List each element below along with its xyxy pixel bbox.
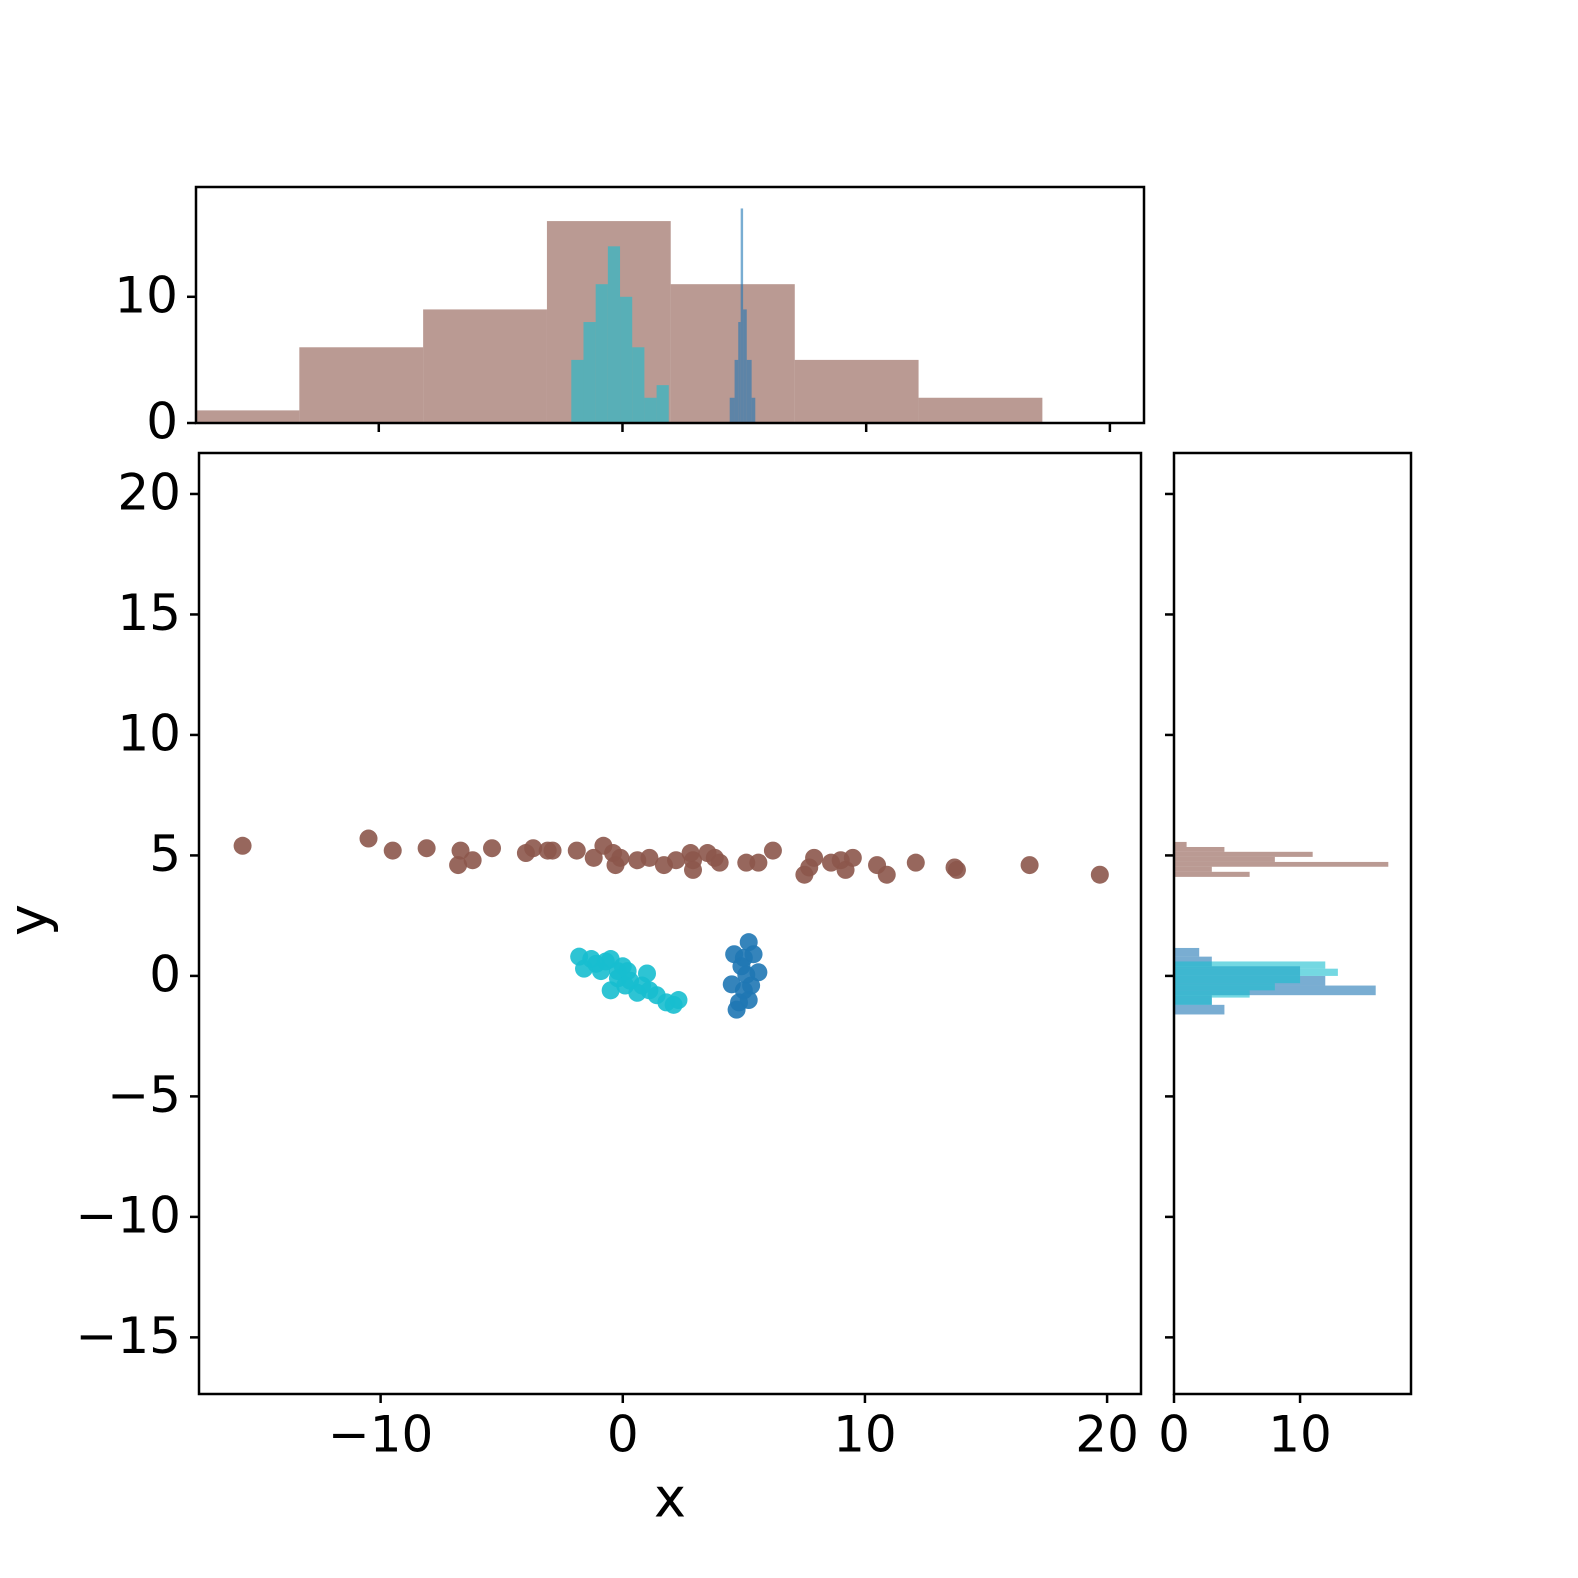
histogram-bar — [607, 246, 621, 423]
histogram-bar — [794, 359, 919, 423]
x-tick-label: −10 — [328, 1406, 434, 1464]
y-tick-label: 15 — [117, 584, 181, 642]
scatter-point — [669, 991, 688, 1010]
y-tick-label: 0 — [146, 393, 178, 451]
histogram-bar — [632, 347, 645, 423]
scatter-point — [763, 841, 782, 860]
scatter-point — [233, 836, 252, 855]
y-tick-label: −15 — [75, 1307, 181, 1365]
scatter-point — [744, 945, 763, 964]
histogram-bar — [656, 385, 669, 423]
histogram-bar — [1174, 851, 1313, 857]
scatter-point — [742, 976, 761, 995]
histogram-bar — [1174, 861, 1389, 867]
x-tick-label: 0 — [607, 1406, 639, 1464]
histogram-bar — [746, 359, 752, 423]
histogram-bar — [644, 397, 657, 423]
histogram-bar — [1174, 968, 1338, 976]
scatter-point — [463, 851, 482, 870]
scatter-point — [359, 829, 378, 848]
scatter-point — [640, 848, 659, 867]
histogram-bar — [734, 359, 739, 423]
histogram-bar — [1174, 846, 1225, 852]
scatter-point — [567, 841, 586, 860]
scatter-point — [637, 964, 656, 983]
y-tick-label: 5 — [149, 825, 181, 883]
histogram-bar — [918, 397, 1043, 423]
scatter-point — [611, 848, 630, 867]
histogram-bar — [1174, 1004, 1225, 1015]
scatter-point — [451, 841, 470, 860]
x-axis-label: x — [654, 1467, 686, 1530]
scatter-point — [947, 860, 966, 879]
scatter-point — [843, 848, 862, 867]
histogram-bar — [423, 309, 547, 423]
axes-frame — [194, 185, 1146, 425]
axes-frame — [1172, 451, 1413, 1396]
histogram-bar — [1174, 961, 1326, 969]
scatter-point — [877, 865, 896, 884]
histogram-bar — [729, 397, 735, 423]
histogram-bar — [1174, 997, 1212, 1005]
histogram-bar — [738, 322, 741, 423]
histogram-bar — [571, 359, 584, 423]
histogram-bar — [583, 322, 596, 423]
scatter-point — [684, 860, 703, 879]
scatter-point — [710, 853, 729, 872]
x-tick-label: 10 — [1268, 1406, 1332, 1464]
axes-frame — [197, 451, 1143, 1396]
x-tick-label: 20 — [1075, 1406, 1139, 1464]
scatter-point — [524, 839, 543, 858]
histogram-bar — [751, 397, 756, 423]
scatter-point — [584, 848, 603, 867]
histogram-bar — [1174, 990, 1250, 998]
y-tick-label: −5 — [107, 1066, 181, 1124]
histogram-bar — [1174, 856, 1275, 862]
histogram-bar — [620, 296, 633, 423]
scatter-point — [483, 839, 502, 858]
y-tick-label: 10 — [114, 266, 178, 324]
scatter-point — [906, 853, 925, 872]
scatter-point — [727, 1000, 746, 1019]
histogram-bar — [299, 347, 424, 423]
histogram-bar — [1174, 866, 1212, 872]
scatter-point — [1090, 865, 1109, 884]
histogram-bar — [1174, 975, 1301, 984]
scatter-point — [749, 853, 768, 872]
histogram-bar — [1174, 841, 1187, 847]
histogram-bar — [1174, 983, 1275, 991]
histogram-bar — [595, 284, 608, 423]
histogram-bar — [740, 208, 744, 423]
histogram-bar — [1174, 947, 1200, 957]
histogram-bar — [196, 410, 300, 423]
scatter-point — [417, 839, 436, 858]
scatter-point — [1020, 856, 1039, 875]
scatter-point — [383, 841, 402, 860]
y-tick-label: 10 — [117, 704, 181, 762]
histogram-bar — [1174, 871, 1250, 877]
y-tick-label: 20 — [117, 463, 181, 521]
histogram-bar — [743, 309, 747, 423]
scatter-point — [449, 856, 468, 875]
scatter-point — [616, 976, 635, 995]
scatter-point — [667, 851, 686, 870]
y-tick-label: −10 — [75, 1186, 181, 1244]
scatter-point — [543, 841, 562, 860]
x-tick-label: 10 — [833, 1406, 897, 1464]
y-axis-label: y — [0, 904, 60, 936]
scatter-point — [805, 848, 824, 867]
y-tick-label: 0 — [149, 945, 181, 1003]
x-tick-label: 0 — [1158, 1406, 1190, 1464]
